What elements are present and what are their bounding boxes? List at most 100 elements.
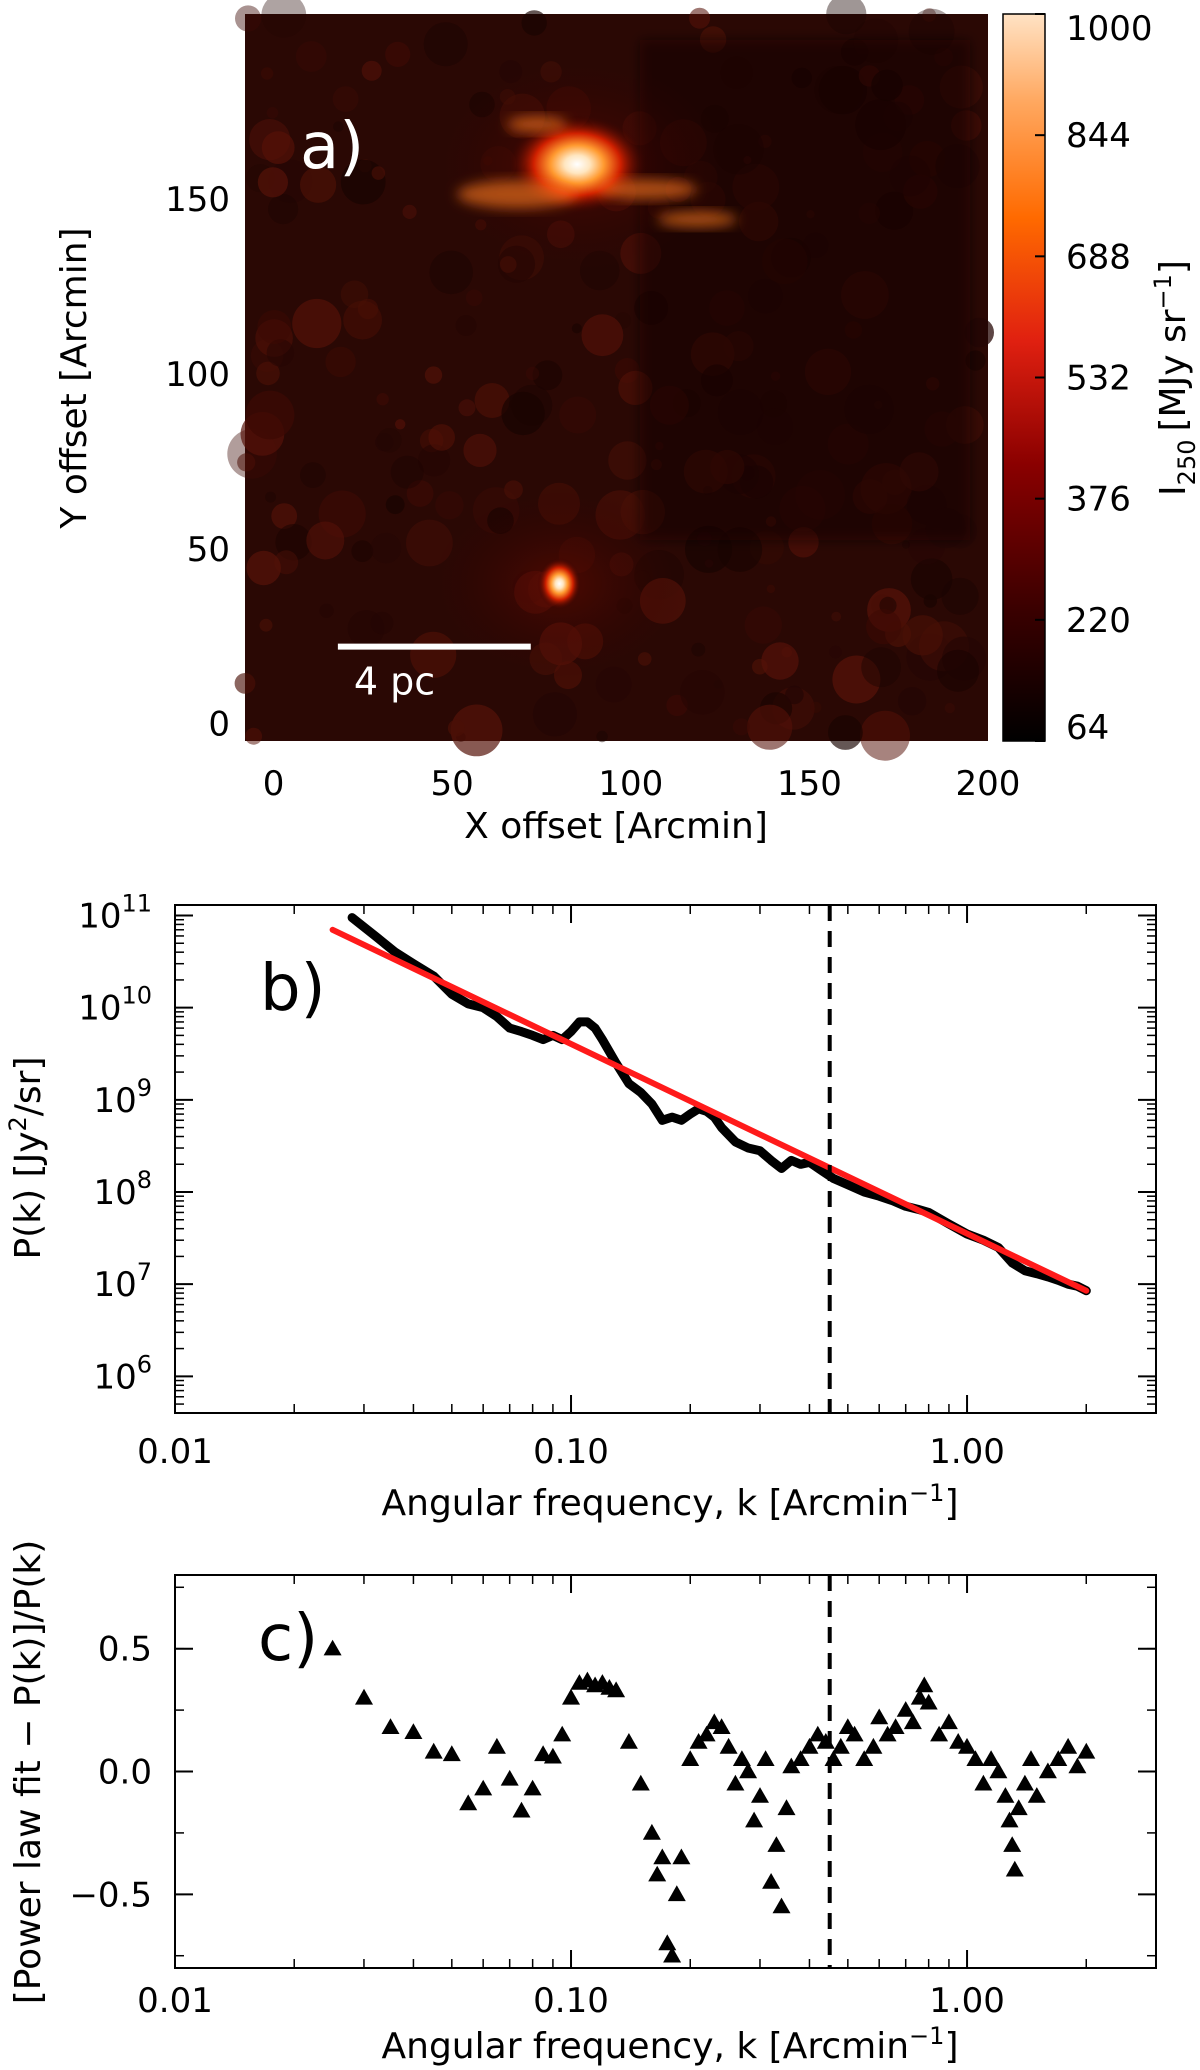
colorbar-tick-label: 376: [1066, 480, 1131, 520]
colorbar-ticks: 64 220 376 532 688 844 1000: [1035, 9, 1153, 748]
residual-point: [1015, 1774, 1034, 1791]
residual-point: [896, 1701, 915, 1717]
colorbar-tick-label: 220: [1066, 601, 1131, 641]
y-axis-ticks: 0 50 100 150: [165, 180, 230, 744]
residual-point: [619, 1733, 638, 1749]
residual-point: [767, 1836, 786, 1852]
dust-texture-blob: [450, 704, 503, 757]
y-tick-exponent: 11: [121, 890, 152, 918]
dust-texture-blob: [680, 670, 725, 715]
residual-point: [958, 1737, 976, 1754]
residual-point: [974, 1774, 993, 1791]
residual-point: [607, 1681, 626, 1698]
dust-texture-blob: [376, 393, 389, 406]
residual-point: [719, 1737, 738, 1754]
residual-point: [667, 1885, 686, 1902]
dust-texture-blob: [501, 391, 545, 436]
dust-texture-blob: [371, 166, 386, 180]
residual-point: [739, 1762, 758, 1779]
dust-texture-blob: [377, 428, 402, 453]
dust-texture-blob: [274, 550, 299, 575]
residual-point: [653, 1848, 672, 1865]
residual-point: [355, 1688, 373, 1705]
dust-texture-blob: [265, 491, 277, 503]
residual-point: [1009, 1799, 1028, 1816]
colorbar-label-main: I: [1153, 485, 1194, 496]
dust-texture-blob: [319, 603, 334, 618]
y-tick-label: 107: [93, 1258, 152, 1305]
dust-texture-blob: [910, 558, 953, 600]
y-tick-label: 108: [93, 1166, 152, 1213]
x-tick-label: 150: [777, 764, 842, 804]
residual-point: [663, 1946, 682, 1963]
dust-texture-blob: [832, 655, 881, 704]
dust-texture-blob: [474, 383, 510, 418]
dust-texture-blob: [965, 350, 986, 371]
y-tick-label: 0.0: [98, 1753, 152, 1793]
dust-texture-blob: [902, 540, 910, 549]
residual-point: [782, 1757, 801, 1774]
y-tick-base: 10: [93, 1357, 136, 1397]
dust-texture-blob: [295, 41, 327, 72]
x-axis-ticks-b: 0.01 0.10 1.00: [137, 905, 1088, 1472]
residual-point: [404, 1723, 423, 1739]
scale-bar-label: 4 pc: [354, 660, 435, 704]
dust-texture-blob: [245, 390, 295, 440]
dust-texture-blob: [257, 310, 292, 344]
dust-texture-blob: [300, 166, 337, 203]
y-tick-exponent: 10: [121, 982, 152, 1010]
residual-point: [1059, 1737, 1078, 1754]
dust-texture-blob: [435, 491, 464, 520]
residual-point: [658, 1934, 677, 1951]
dust-texture-blob: [465, 289, 483, 307]
dust-texture-blob: [410, 631, 457, 679]
y-tick-label: 106: [93, 1350, 152, 1397]
y-tick-label: 50: [187, 530, 230, 570]
residual-point: [631, 1774, 650, 1791]
filament: [457, 180, 578, 209]
dust-texture-blob: [785, 685, 804, 705]
x-axis-label-c-exp: −1: [909, 2022, 944, 2050]
x-axis-ticks: 0 50 100 150 200: [263, 764, 1021, 804]
colorbar-label-close: ]: [1153, 260, 1194, 274]
residual-point: [672, 1848, 691, 1865]
residual-point: [543, 1747, 562, 1764]
dust-texture-blob: [351, 540, 374, 563]
residual-point: [487, 1737, 506, 1754]
x-axis-label-c-close: ]: [944, 2026, 958, 2067]
dust-texture-blob: [826, 0, 867, 35]
dust-texture-blob: [256, 361, 280, 386]
panel-label-b: b): [260, 952, 326, 1026]
residual-point: [1038, 1762, 1057, 1779]
residual-point: [562, 1688, 580, 1705]
residual-point: [919, 1693, 938, 1710]
colorbar-label-unit: [MJy sr: [1153, 309, 1194, 431]
dust-texture-blob: [245, 727, 263, 745]
residual-point: [648, 1865, 667, 1882]
dust-texture-blob: [268, 194, 299, 225]
residual-point: [697, 1725, 716, 1742]
residual-point: [996, 1787, 1015, 1803]
residual-point: [553, 1725, 572, 1742]
dust-texture-blob: [704, 559, 714, 568]
dust-texture-blob: [261, 0, 307, 38]
y-tick-base: 10: [93, 1081, 136, 1121]
dust-texture-blob: [428, 424, 456, 451]
residual-point: [791, 1750, 810, 1766]
residual-point: [800, 1737, 819, 1754]
dust-texture-blob: [902, 615, 943, 656]
dust-texture-blob: [370, 611, 394, 635]
dust-texture-blob: [922, 8, 937, 22]
dust-texture-blob: [390, 455, 424, 489]
residual-point: [1068, 1757, 1087, 1774]
dust-texture-blob: [306, 521, 345, 560]
residual-point: [1022, 1750, 1040, 1766]
dust-texture-blob: [300, 462, 326, 488]
dust-texture-blob: [937, 649, 979, 692]
residual-point: [1049, 1750, 1068, 1766]
residual-point: [642, 1823, 661, 1840]
y-tick-base: 10: [78, 897, 121, 937]
residual-point: [1005, 1860, 1024, 1877]
residual-point: [915, 1676, 934, 1693]
residual-point: [831, 1737, 850, 1754]
